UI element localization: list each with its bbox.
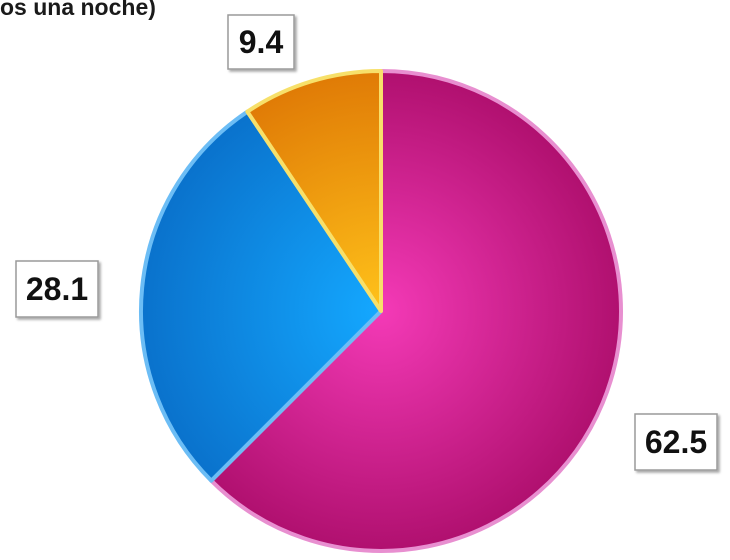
data-label-text: 9.4 [239,24,284,60]
data-label-text: 62.5 [645,424,707,460]
data-label-box [634,413,718,471]
data-label-box [15,260,99,318]
data-label-28.1: 28.1 [15,260,99,318]
pie-slice-9.4 [245,69,383,313]
data-label-9.4: 9.4 [227,14,295,70]
pie-slice-28.1 [139,109,383,483]
chart-title: os una noche) [0,0,156,20]
pie-slice-62.5 [209,69,623,553]
data-label-box [227,14,295,70]
data-label-text: 28.1 [26,271,88,307]
data-label-62.5: 62.5 [634,413,718,471]
